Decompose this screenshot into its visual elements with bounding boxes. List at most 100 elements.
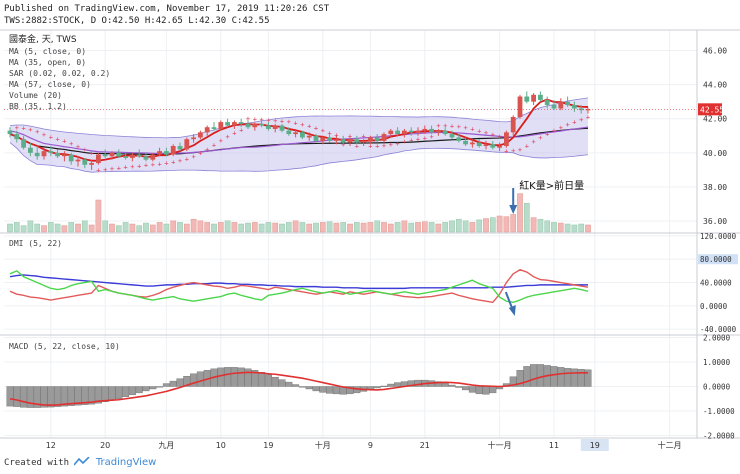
candle-body (211, 127, 217, 129)
volume-bar (279, 223, 285, 233)
volume-bar (217, 222, 224, 233)
macd-histogram-bar (462, 386, 470, 391)
volume-bar (496, 215, 503, 233)
sar-dot: + (361, 132, 365, 140)
dmi-dmi_minus-line (9, 270, 589, 304)
main-legend-entry: BB (35, 1.2) (9, 102, 67, 111)
annotation-text: 紅K量>前日量 (519, 179, 584, 192)
sar-dot: + (334, 131, 338, 139)
x-tick-label: 10 (216, 441, 226, 450)
sar-dot: + (164, 159, 168, 167)
volume-bar (401, 220, 408, 233)
volume-bar (211, 223, 217, 233)
sar-dot: + (491, 131, 495, 139)
candle-body (361, 140, 366, 143)
volume-bar (360, 222, 367, 233)
candle-body (75, 159, 81, 162)
sar-dot: + (545, 130, 549, 138)
candle-body (7, 130, 13, 135)
candle-body (340, 139, 346, 143)
x-tick-label: 十二月 (658, 440, 682, 450)
sar-dot: + (443, 122, 447, 130)
macd-histogram-bar (564, 368, 572, 387)
candle-body (544, 99, 550, 106)
candle-body (266, 125, 271, 129)
macd-histogram-bar (468, 386, 476, 393)
volume-bar (54, 223, 61, 233)
published-line: Published on TradingView.com, November 1… (4, 4, 330, 14)
main-legend-entry: Volume (20) (9, 91, 62, 100)
sar-dot: + (137, 162, 141, 170)
candle-body (504, 132, 509, 146)
macd-histogram-bar (169, 380, 177, 387)
macd-histogram-bar (94, 386, 102, 404)
sar-dot: + (314, 125, 318, 133)
volume-bar (156, 222, 163, 233)
volume-bar (258, 223, 265, 233)
ma57-line (9, 127, 589, 155)
candle-body (538, 94, 543, 100)
candle-body (327, 137, 332, 141)
sar-dot: + (191, 153, 195, 161)
candle-body (374, 137, 380, 141)
x-tick-label: 19 (263, 441, 273, 450)
macd-histogram-bar (441, 382, 449, 387)
macd-histogram-bar (196, 371, 204, 387)
candle-body (55, 152, 60, 157)
macd-histogram-bar (54, 386, 62, 407)
candle-body (368, 137, 373, 141)
candle-body (89, 163, 94, 165)
macd-histogram-bar (557, 367, 565, 387)
macd-histogram-bar (162, 383, 170, 387)
candle-body (259, 123, 264, 126)
candle-body (41, 151, 47, 157)
candle-body (585, 109, 591, 111)
volume-bar (251, 222, 258, 233)
volume-bar (231, 222, 238, 233)
dmi-pane-title: DMI (5, 22) (9, 239, 62, 248)
sar-dot: + (436, 122, 440, 130)
volume-bar (319, 222, 326, 233)
sar-dot: + (110, 165, 114, 173)
sar-dot: + (463, 124, 467, 132)
candle-body (578, 108, 584, 111)
candle-body (442, 130, 448, 135)
volume-bar (88, 224, 95, 233)
candle-body (300, 132, 305, 138)
sar-dot: + (185, 155, 189, 163)
sar-dot: + (178, 157, 182, 165)
dmi-tick-label: 80.0000 (700, 255, 732, 264)
annotation-arrow-head (509, 205, 518, 214)
dmi-tick-label: -40.0000 (700, 325, 737, 334)
volume-bar (564, 223, 571, 233)
macd-histogram-bar (81, 386, 89, 405)
volume-bar (7, 223, 13, 233)
volume-bar (408, 222, 415, 233)
volume-bar (27, 220, 34, 233)
candle-body (82, 159, 88, 165)
candle-body (572, 105, 577, 109)
price-tick-label: 42.00 (703, 115, 727, 124)
candle-body (456, 137, 462, 141)
sar-dot: + (429, 133, 433, 141)
candle-body (402, 130, 407, 135)
x-tick-label: 20 (100, 441, 110, 450)
macd-histogram-bar (570, 368, 578, 387)
candle-body (34, 152, 40, 157)
candle-body (334, 139, 339, 141)
sar-dot: + (157, 160, 161, 168)
candle-body (123, 156, 128, 158)
volume-bar (13, 222, 20, 233)
volume-bar (551, 222, 557, 233)
candle-body (28, 147, 33, 153)
candle-body (395, 130, 400, 135)
volume-bar (190, 218, 197, 233)
macd-plot (6, 364, 592, 408)
sar-dot: + (21, 125, 25, 133)
volume-bar (381, 222, 387, 233)
candle-body (497, 146, 502, 148)
macd-tick-label: -2.0000 (703, 432, 735, 441)
sar-dot: + (123, 164, 127, 172)
volume-bar (347, 223, 353, 233)
